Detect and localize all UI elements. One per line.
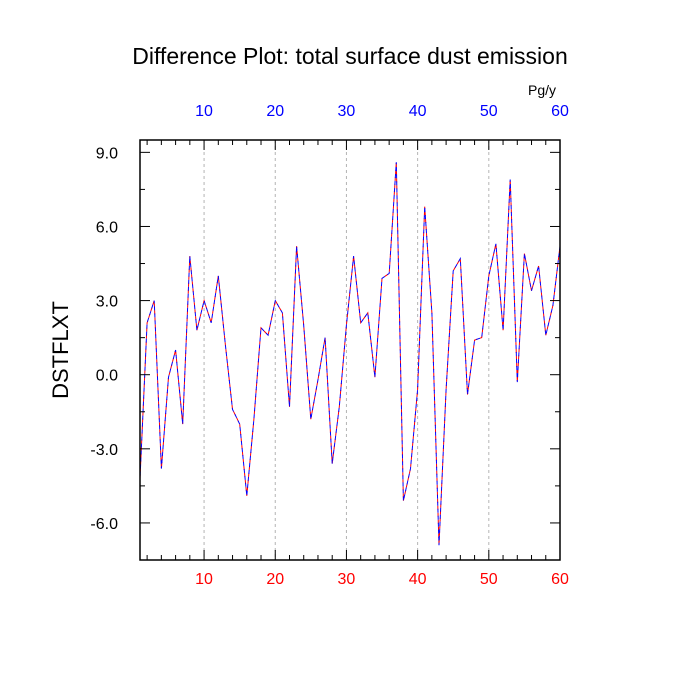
x-tick-label-bottom: 40 [409,571,427,588]
series-line-red [139,162,561,546]
y-tick-label: 9.0 [96,145,118,162]
x-tick-label-top: 10 [195,103,213,120]
x-tick-label-top: 50 [480,103,498,120]
y-tick-label: -6.0 [90,516,118,533]
series-line-blue [139,162,561,546]
x-tick-label-top: 30 [338,103,356,120]
x-tick-label-bottom: 10 [195,571,213,588]
x-tick-label-bottom: 30 [338,571,356,588]
x-tick-label-bottom: 60 [551,571,569,588]
x-tick-label-top: 20 [266,103,284,120]
axes [139,139,561,561]
plot-frame [139,139,561,561]
grid-lines [203,140,490,560]
y-tick-label: 3.0 [96,294,118,311]
x-tick-label-top: 40 [409,103,427,120]
x-tick-label-top: 60 [551,103,569,120]
series-lines [139,162,561,546]
y-axis-label: DSTFLXT [48,301,73,399]
x-tick-label-bottom: 20 [266,571,284,588]
units-label: Pg/y [528,82,556,98]
y-tick-label: -3.0 [90,442,118,459]
y-tick-label: 6.0 [96,219,118,236]
tick-labels: 10 10 20 20 30 30 40 40 50 50 60 60 9.0 6.0 3.0 0.0 -3.0… [90,103,569,588]
y-tick-label: 0.0 [96,368,118,385]
chart-title: Difference Plot: total surface dust emis… [132,43,568,69]
x-tick-label-bottom: 50 [480,571,498,588]
